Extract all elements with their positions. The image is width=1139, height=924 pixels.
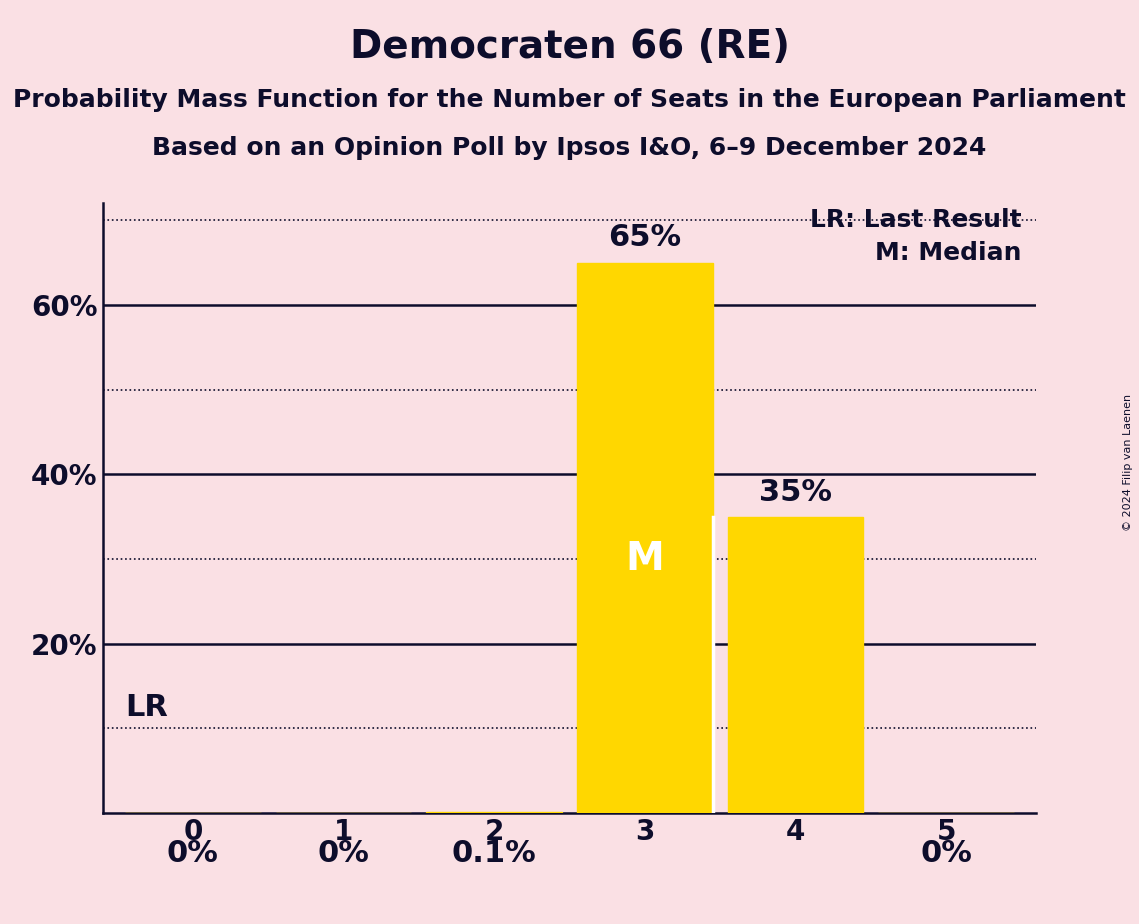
Text: Based on an Opinion Poll by Ipsos I&O, 6–9 December 2024: Based on an Opinion Poll by Ipsos I&O, 6… bbox=[153, 136, 986, 160]
Text: 0%: 0% bbox=[920, 839, 972, 869]
Text: Democraten 66 (RE): Democraten 66 (RE) bbox=[350, 28, 789, 66]
Text: Probability Mass Function for the Number of Seats in the European Parliament: Probability Mass Function for the Number… bbox=[13, 88, 1126, 112]
Bar bbox=[577, 262, 713, 813]
Text: 65%: 65% bbox=[608, 224, 681, 252]
Bar bbox=[728, 517, 863, 813]
Text: 0%: 0% bbox=[167, 839, 219, 869]
Text: 35%: 35% bbox=[759, 478, 831, 506]
Text: 0.1%: 0.1% bbox=[452, 839, 536, 869]
Text: 0%: 0% bbox=[318, 839, 369, 869]
Text: LR: LR bbox=[125, 693, 167, 722]
Text: LR: Last Result: LR: Last Result bbox=[810, 208, 1022, 232]
Text: M: Median: M: Median bbox=[875, 241, 1022, 265]
Text: M: M bbox=[625, 540, 664, 578]
Text: © 2024 Filip van Laenen: © 2024 Filip van Laenen bbox=[1123, 394, 1133, 530]
